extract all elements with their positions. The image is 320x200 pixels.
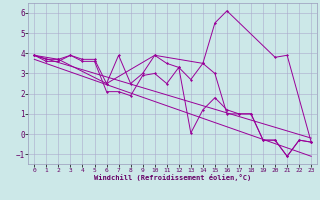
X-axis label: Windchill (Refroidissement éolien,°C): Windchill (Refroidissement éolien,°C) [94,174,252,181]
